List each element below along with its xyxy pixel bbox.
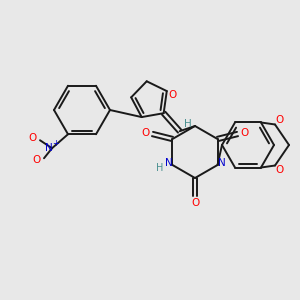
Text: O: O bbox=[29, 133, 37, 143]
Text: O: O bbox=[169, 90, 177, 100]
Text: O: O bbox=[33, 155, 41, 165]
Text: N: N bbox=[45, 143, 53, 153]
Text: H: H bbox=[156, 163, 163, 173]
Text: O: O bbox=[240, 128, 249, 138]
Text: H: H bbox=[184, 119, 191, 129]
Text: N: N bbox=[165, 158, 172, 168]
Text: O: O bbox=[141, 128, 150, 138]
Text: N: N bbox=[218, 158, 225, 168]
Text: O: O bbox=[275, 164, 283, 175]
Text: O: O bbox=[275, 116, 283, 125]
Text: +: + bbox=[52, 139, 59, 148]
Text: O: O bbox=[191, 198, 199, 208]
